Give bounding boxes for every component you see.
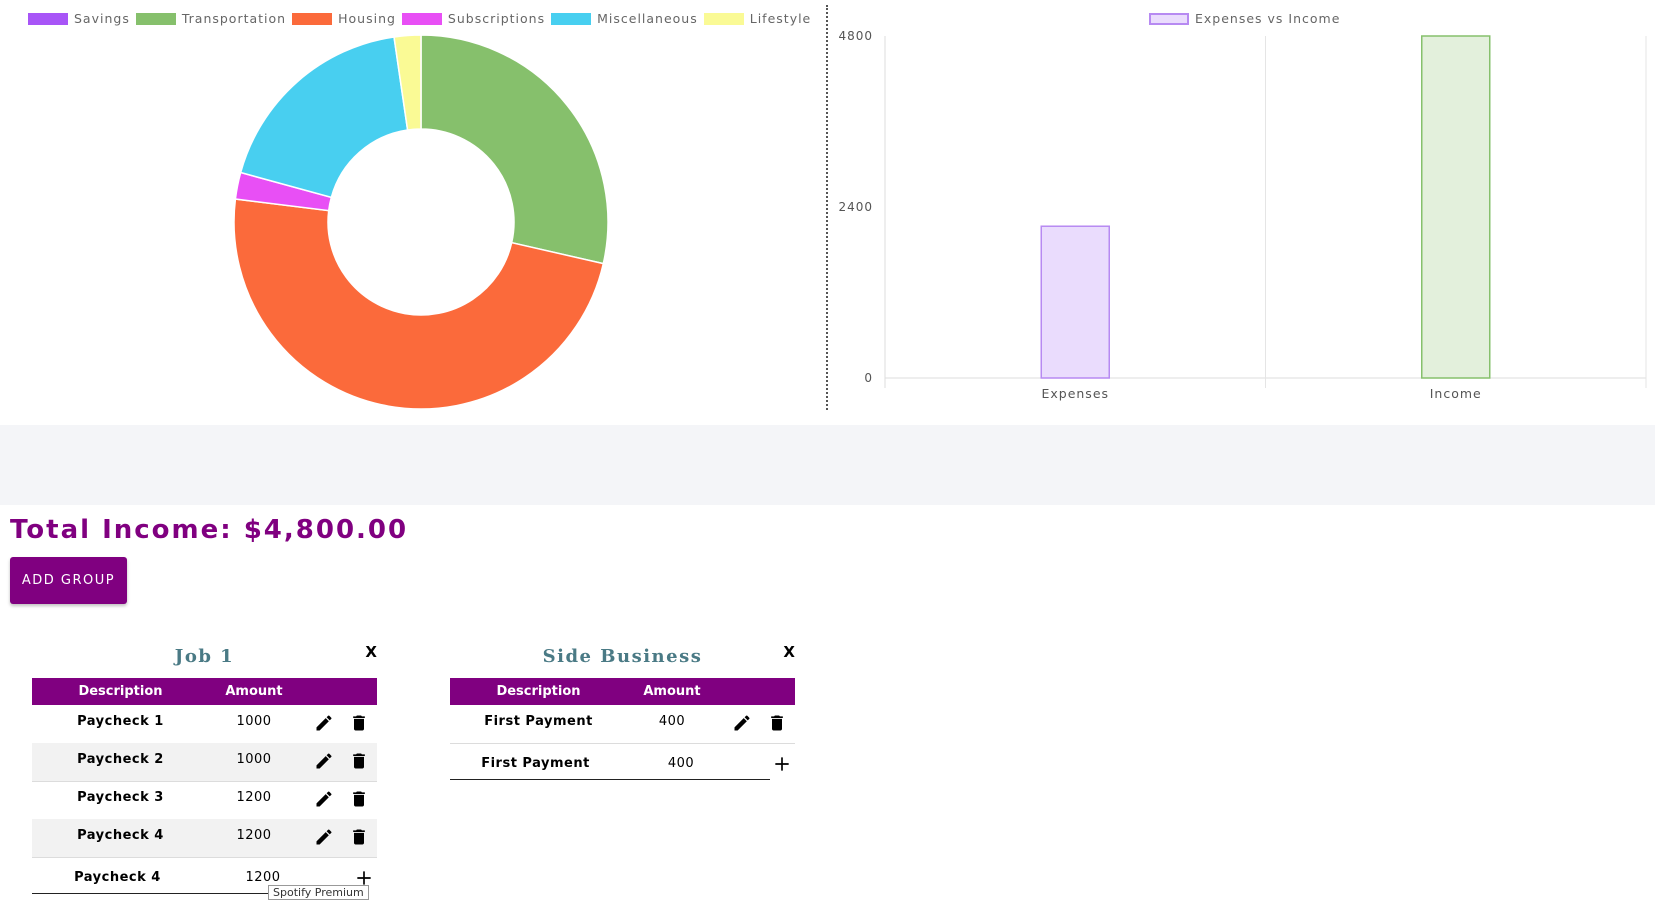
bar-chart: 0 2400 4800 Expenses Income <box>838 29 1647 401</box>
close-icon[interactable]: X <box>365 643 377 661</box>
legend-item-miscellaneous[interactable]: Miscellaneous <box>551 11 698 26</box>
header-description: Description <box>78 684 163 699</box>
trash-icon[interactable] <box>349 827 369 847</box>
trash-icon[interactable] <box>349 789 369 809</box>
bar-legend-swatch <box>1149 12 1189 25</box>
row-amount: 1200 <box>236 828 272 843</box>
chart-divider <box>826 5 828 410</box>
bar-income[interactable] <box>1421 35 1491 379</box>
legend-label: Savings <box>74 11 130 26</box>
legend-swatch <box>401 12 442 25</box>
donut-slice-housing[interactable] <box>233 198 605 410</box>
row-description: Paycheck 2 <box>77 752 164 767</box>
row-amount: 400 <box>658 714 686 729</box>
x-tick-label: Expenses <box>1041 386 1109 401</box>
trash-icon[interactable] <box>349 713 369 733</box>
legend-item-lifestyle[interactable]: Lifestyle <box>703 11 812 26</box>
legend-label: Housing <box>338 11 396 26</box>
bar-expenses[interactable] <box>1040 225 1110 379</box>
new-entry-row: First Payment 400 <box>450 746 795 780</box>
plus-icon[interactable] <box>354 868 374 888</box>
bar-legend: Expenses vs Income <box>1149 11 1340 26</box>
table-header: Description Amount <box>32 678 377 705</box>
bar-legend-label: Expenses vs Income <box>1195 11 1341 26</box>
y-tick-label: 0 <box>864 371 873 385</box>
trash-icon[interactable] <box>349 751 369 771</box>
pencil-icon[interactable] <box>732 713 752 733</box>
group-title: Side Business <box>542 646 703 667</box>
pencil-icon[interactable] <box>314 751 334 771</box>
charts-panel: Savings Transportation Housing Subscription… <box>0 0 1655 425</box>
legend-item-housing[interactable]: Housing <box>292 11 396 26</box>
legend-label: Transportation <box>181 11 287 26</box>
table-row: Paycheck 1 1000 <box>32 705 377 744</box>
new-amount-input[interactable]: 1200 <box>245 870 281 885</box>
pencil-icon[interactable] <box>314 789 334 809</box>
y-tick-label: 4800 <box>838 29 873 43</box>
row-description: First Payment <box>484 714 593 729</box>
legend-label: Miscellaneous <box>597 11 698 26</box>
row-amount: 1000 <box>236 752 272 767</box>
section-spacer <box>0 425 1655 505</box>
x-tick-label: Income <box>1430 386 1482 401</box>
header-amount: Amount <box>643 684 701 699</box>
new-description-input[interactable]: First Payment <box>481 756 590 771</box>
new-amount-input[interactable]: 400 <box>667 756 695 771</box>
donut-chart <box>233 34 609 410</box>
close-icon[interactable]: X <box>783 643 795 661</box>
donut-slice-miscellaneous[interactable] <box>239 36 409 199</box>
input-underline <box>450 779 770 780</box>
legend-swatch <box>551 12 592 25</box>
row-description: Paycheck 3 <box>77 790 164 805</box>
legend-label: Subscriptions <box>447 11 546 26</box>
pencil-icon[interactable] <box>314 827 334 847</box>
new-description-input[interactable]: Paycheck 4 <box>74 870 161 885</box>
table-row: First Payment 400 <box>450 705 795 744</box>
row-amount: 1200 <box>236 790 272 805</box>
row-description: Paycheck 1 <box>77 714 164 729</box>
legend-swatch <box>703 12 744 25</box>
table-row: Paycheck 3 1200 <box>32 781 377 820</box>
row-description: Paycheck 4 <box>77 828 164 843</box>
legend-item-transportation[interactable]: Transportation <box>135 11 287 26</box>
new-entry-row: Paycheck 4 1200 <box>32 860 377 894</box>
header-amount: Amount <box>225 684 283 699</box>
total-income: Total Income: $4,800.00 <box>10 515 409 545</box>
legend-swatch <box>292 12 333 25</box>
table-header: Description Amount <box>450 678 795 705</box>
legend-item-savings[interactable]: Savings <box>28 11 130 26</box>
input-underline <box>32 893 352 894</box>
pencil-icon[interactable] <box>314 713 334 733</box>
plus-icon[interactable] <box>772 754 792 774</box>
legend-item-subscriptions[interactable]: Subscriptions <box>401 11 546 26</box>
group-title: Job 1 <box>174 646 235 667</box>
donut-slice-transportation[interactable] <box>420 34 609 265</box>
table-row: Paycheck 2 1000 <box>32 743 377 782</box>
legend-swatch <box>135 12 176 25</box>
legend-swatch <box>28 12 68 25</box>
donut-legend: Savings Transportation Housing Subscription… <box>28 11 817 26</box>
trash-icon[interactable] <box>767 713 787 733</box>
donut-slice-lifestyle[interactable] <box>393 34 422 131</box>
header-description: Description <box>496 684 581 699</box>
legend-label: Lifestyle <box>749 11 812 26</box>
add-group-button[interactable]: ADD GROUP <box>10 557 127 604</box>
row-amount: 1000 <box>236 714 272 729</box>
y-tick-label: 2400 <box>838 200 873 214</box>
table-row: Paycheck 4 1200 <box>32 819 377 858</box>
